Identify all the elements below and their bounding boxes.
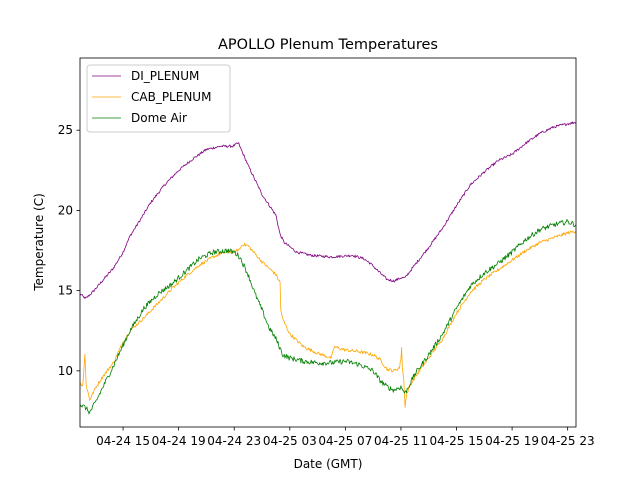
series-layer bbox=[80, 121, 576, 415]
legend-label: Dome Air bbox=[131, 111, 187, 125]
legend-label: CAB_PLENUM bbox=[131, 90, 211, 104]
plot-frame bbox=[79, 57, 577, 428]
x-tick-label: 04-25 03 bbox=[263, 434, 317, 448]
x-tick-label: 04-24 19 bbox=[152, 434, 206, 448]
x-tick-label: 04-25 11 bbox=[374, 434, 428, 448]
series-line-cab-plenum bbox=[80, 230, 576, 408]
x-tick-label: 04-25 07 bbox=[318, 434, 372, 448]
x-tick-label: 04-25 23 bbox=[541, 434, 595, 448]
y-tick-label: 20 bbox=[58, 203, 73, 217]
y-tick-label: 25 bbox=[58, 123, 73, 137]
y-tick-label: 15 bbox=[58, 284, 73, 298]
x-tick-label: 04-25 15 bbox=[430, 434, 484, 448]
legend: DI_PLENUM CAB_PLENUM Dome Air bbox=[86, 64, 231, 133]
legend-label: DI_PLENUM bbox=[131, 69, 199, 83]
legend-box bbox=[86, 64, 231, 133]
axes-layer: 04-24 15 04-24 19 04-24 23 04-25 03 04-25 07… bbox=[58, 123, 595, 448]
x-axis-label: Date (GMT) bbox=[294, 457, 363, 471]
series-line-dome-air bbox=[80, 218, 576, 415]
y-axis-label: Temperature (C) bbox=[32, 193, 46, 292]
y-tick-label: 10 bbox=[58, 364, 73, 378]
series-line-di-plenum bbox=[80, 121, 576, 299]
x-tick-label: 04-24 15 bbox=[96, 434, 150, 448]
x-tick-label: 04-24 23 bbox=[207, 434, 261, 448]
x-tick-label: 04-25 19 bbox=[485, 434, 539, 448]
chart-title: APOLLO Plenum Temperatures bbox=[218, 37, 438, 53]
